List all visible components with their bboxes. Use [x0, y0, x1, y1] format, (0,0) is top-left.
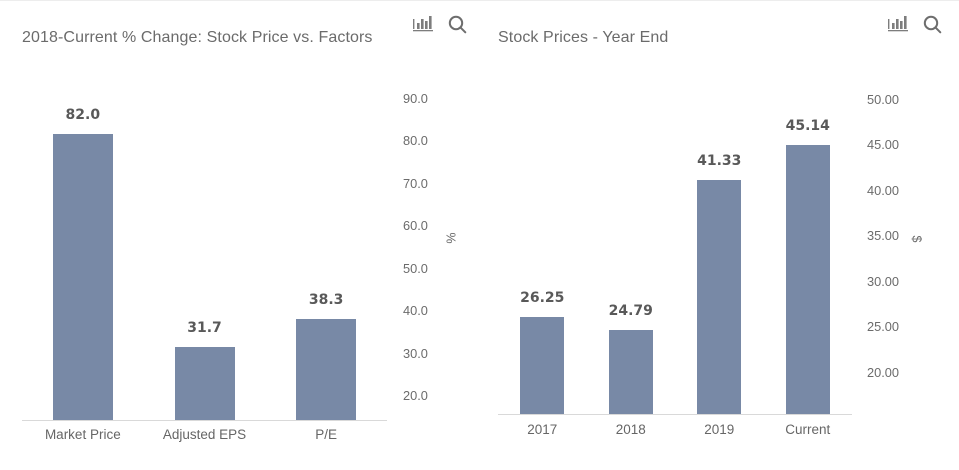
bar-value-label: 41.33: [697, 152, 742, 169]
y-tick-label: 60.0: [403, 218, 428, 234]
y-axis-unit: %: [443, 232, 458, 244]
chart-title: 2018-Current % Change: Stock Price vs. F…: [22, 29, 373, 46]
bar-value-label: 24.79: [608, 303, 653, 320]
bar-value-label: 26.25: [520, 290, 565, 307]
x-tick-label: Current: [785, 422, 831, 437]
y-tick-label: 40.00: [867, 182, 900, 198]
search-icon[interactable]: [448, 15, 467, 34]
x-tick-label: Adjusted EPS: [162, 427, 247, 442]
search-icon[interactable]: [923, 15, 942, 34]
y-tick-label: 50.0: [403, 260, 428, 276]
bar: [52, 133, 113, 420]
y-tick-label: 35.00: [867, 228, 900, 244]
x-tick-label: Market Price: [44, 427, 121, 442]
y-axis-unit: $: [909, 235, 924, 243]
bar-value-label: 45.14: [785, 118, 830, 135]
y-tick-label: 70.0: [403, 175, 428, 191]
x-axis: 2017 2018 2019 Current: [498, 422, 852, 438]
bar-value-label: 31.7: [187, 320, 222, 337]
chart-toolbar: [413, 15, 467, 34]
y-tick-label: 30.0: [403, 345, 428, 361]
x-tick-label: 2017: [527, 422, 558, 437]
y-tick-label: 90.0: [403, 91, 428, 107]
bar-value-label: 82.0: [65, 106, 101, 123]
bar-chart-icon[interactable]: [413, 15, 435, 32]
bar-chart-icon[interactable]: [888, 15, 910, 32]
y-tick-label: 40.0: [403, 303, 428, 319]
y-tick-label: 50.00: [867, 91, 900, 107]
x-tick-label: P/E: [315, 427, 338, 442]
plot-area: 82.0 31.7 38.3: [22, 89, 387, 421]
bar: [296, 319, 357, 420]
y-tick-label: 80.0: [403, 133, 428, 149]
bar: [697, 179, 742, 414]
chart-title: Stock Prices - Year End: [498, 29, 669, 46]
chart-toolbar: [888, 15, 942, 34]
y-tick-label: 25.00: [867, 319, 900, 335]
y-axis: 50.00 45.00 40.00 35.00 30.00 25.00 20.00: [867, 89, 913, 414]
chart-stock-prices: Stock Prices - Year End: [480, 1, 959, 470]
y-tick-label: 20.0: [403, 388, 428, 404]
bar: [174, 347, 235, 420]
y-tick-label: 45.00: [867, 137, 900, 153]
bar: [520, 317, 565, 414]
bar-value-label: 38.3: [308, 292, 344, 309]
y-tick-label: 20.00: [867, 364, 900, 380]
plot-area: 26.25 24.79 41.33 45.14: [498, 89, 852, 415]
bar: [608, 330, 653, 414]
x-tick-label: 2019: [704, 422, 735, 437]
x-axis: Market Price Adjusted EPS P/E: [22, 427, 387, 443]
x-tick-label: 2018: [615, 422, 646, 437]
y-axis: 90.0 80.0 70.0 60.0 50.0 40.0 30.0 20.0: [403, 89, 449, 420]
y-tick-label: 30.00: [867, 273, 900, 289]
bar: [785, 145, 830, 414]
chart-pct-change: 2018-Current % Change: Stock Price vs. F…: [0, 1, 480, 470]
